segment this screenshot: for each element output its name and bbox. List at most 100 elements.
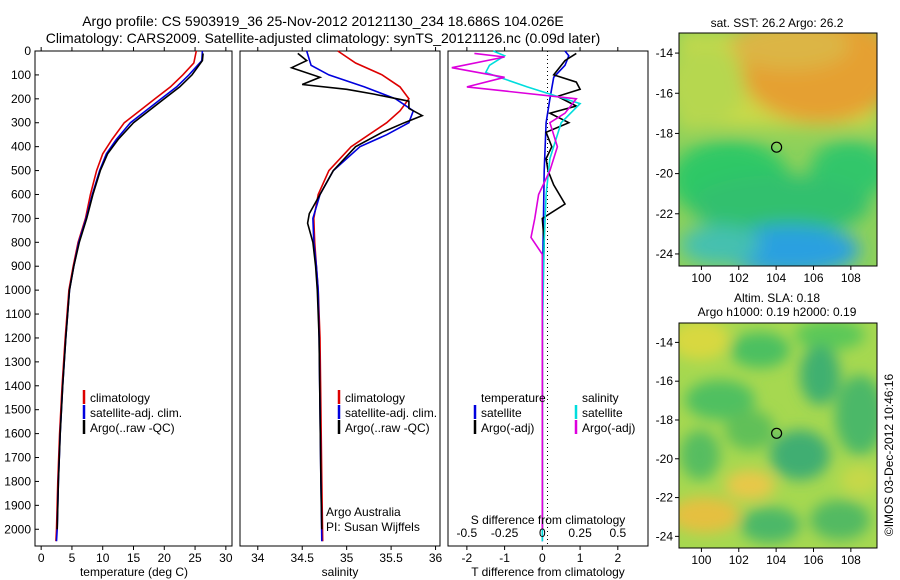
x-tick-label: 102	[729, 271, 749, 285]
y-tick-label: 1800	[4, 474, 31, 488]
salinity-axes-frame	[239, 50, 441, 547]
y-tick-label: 0	[24, 44, 31, 58]
sst-map-frame	[678, 32, 878, 267]
x-tick-label: 106	[803, 271, 823, 285]
x-tick-label: 1	[577, 551, 584, 565]
y-tick-label: 600	[11, 187, 31, 201]
x-tick-label: 36	[429, 551, 443, 565]
x-tick-label: 104	[766, 553, 786, 567]
y-tick-label: -24	[656, 529, 674, 543]
x-tick-label: -1	[499, 551, 510, 565]
temperature-axes-frame	[34, 50, 233, 547]
y-tick-label: 1100	[5, 307, 31, 321]
y-tick-label: 1500	[4, 403, 31, 417]
y-tick-label: 1700	[4, 451, 31, 465]
legend-label-satellite: satellite-adj. clim.	[345, 406, 437, 420]
legend-label-argo: Argo(..raw -QC)	[345, 421, 430, 435]
salinity-xlabel: salinity	[322, 565, 359, 579]
imos-stamp: ©IMOS 03-Dec-2012 10:46:16	[882, 374, 896, 537]
x-tick-label: 106	[803, 553, 823, 567]
y-tick-label: -18	[656, 126, 674, 140]
argo-location-marker	[770, 427, 783, 439]
y-tick-label: 1000	[4, 283, 31, 297]
y-tick-label: -18	[656, 413, 674, 427]
sla-map-frame	[678, 322, 878, 549]
y-tick-label: 900	[11, 259, 31, 273]
y-tick-label: -20	[656, 452, 674, 466]
y-tick-label: -22	[656, 207, 674, 221]
series-line-0	[312, 50, 410, 542]
difference-xlabel-top: S difference from climatology	[471, 513, 626, 527]
series-line-1	[55, 50, 204, 542]
sla-map-title1: Altim. SLA: 0.18	[734, 291, 820, 305]
legend-label-argo: Argo(..raw -QC)	[90, 421, 175, 435]
series-line-2	[56, 53, 204, 530]
x-tick-label: 15	[127, 551, 141, 565]
series-line-2	[289, 52, 425, 530]
series-line-3	[451, 52, 578, 530]
credit-argo-australia: Argo Australia	[326, 505, 401, 519]
x-tick-label: 0	[539, 551, 546, 565]
title-line2: Climatology: CARS2009. Satellite-adjuste…	[46, 30, 601, 46]
x-tick-label: 100	[691, 553, 711, 567]
y-tick-label: 800	[11, 235, 31, 249]
y-tick-label: 1400	[4, 379, 31, 393]
x-tick-label: 100	[691, 271, 711, 285]
difference-xlabel: T difference from climatology	[471, 565, 625, 579]
legend-header-salinity: salinity	[582, 391, 619, 405]
y-tick-label: 300	[11, 116, 31, 130]
y-tick-label: 200	[11, 92, 31, 106]
x-top-tick-label: -0.5	[457, 526, 478, 540]
y-tick-label: -14	[656, 335, 674, 349]
difference-legend: temperature satellite Argo(-adj) salinit…	[473, 391, 635, 435]
sla-heatmap	[679, 323, 877, 548]
sla-map-panel: Altim. SLA: 0.18 Argo h1000: 0.19 h2000:…	[656, 291, 878, 567]
temperature-panel: 0 5 10 15 20 25 300100200300400500600700800900…	[4, 44, 233, 579]
x-tick-label: 30	[219, 551, 233, 565]
x-top-tick-label: -0.25	[491, 526, 519, 540]
y-tick-label: 1600	[4, 427, 31, 441]
x-tick-label: 34.5	[291, 551, 315, 565]
y-tick-label: -22	[656, 491, 674, 505]
title-line1: Argo profile: CS 5903919_36 25-Nov-2012 …	[82, 13, 564, 29]
y-tick-label: -20	[656, 167, 674, 181]
y-tick-label: 700	[11, 211, 31, 225]
temperature-legend: climatology satellite-adj. clim. Argo(..…	[82, 390, 182, 435]
legend-header-temperature: temperature	[481, 391, 546, 405]
x-tick-label: 5	[69, 551, 76, 565]
difference-panel: -2 -1 0 1 2 -0.5 -0.25 0 0.25 0.5 S difference fr…	[447, 47, 649, 579]
legend-label-satellite: satellite-adj. clim.	[90, 406, 182, 420]
salinity-panel: 34 34.5 35 35.5 36 salinity climatology sate…	[239, 47, 443, 579]
x-tick-label: 35	[340, 551, 354, 565]
x-tick-label: 104	[766, 271, 786, 285]
salinity-legend: climatology satellite-adj. clim. Argo(..…	[337, 390, 437, 435]
series-line-0	[55, 50, 198, 542]
sla-map-title2: Argo h1000: 0.19 h2000: 0.19	[698, 305, 857, 319]
temperature-xlabel: temperature (deg C)	[80, 565, 188, 579]
series-line-1	[541, 52, 582, 530]
y-tick-label: 400	[11, 140, 31, 154]
y-tick-label: 1900	[4, 498, 31, 512]
x-top-tick-label: 0	[539, 526, 546, 540]
legend-label-s-satellite: satellite	[582, 406, 623, 420]
x-tick-label: 102	[729, 553, 749, 567]
y-tick-label: 2000	[4, 522, 31, 536]
x-top-tick-label: 0.5	[609, 526, 626, 540]
legend-label-climatology: climatology	[90, 391, 150, 405]
argo-location-marker	[770, 141, 783, 153]
x-tick-label: 108	[841, 553, 861, 567]
y-tick-label: -14	[656, 46, 674, 60]
x-tick-label: 0	[38, 551, 45, 565]
x-tick-label: 34	[251, 551, 265, 565]
x-tick-label: 108	[841, 271, 861, 285]
legend-label-s-argo: Argo(-adj)	[582, 421, 635, 435]
y-tick-label: 1200	[4, 331, 31, 345]
x-tick-label: 20	[158, 551, 172, 565]
sst-heatmap	[679, 33, 877, 266]
x-tick-label: 10	[96, 551, 110, 565]
legend-label-t-satellite: satellite	[481, 406, 522, 420]
y-tick-label: -16	[656, 374, 674, 388]
series-line-1	[305, 50, 415, 542]
x-tick-label: 35.5	[379, 551, 403, 565]
